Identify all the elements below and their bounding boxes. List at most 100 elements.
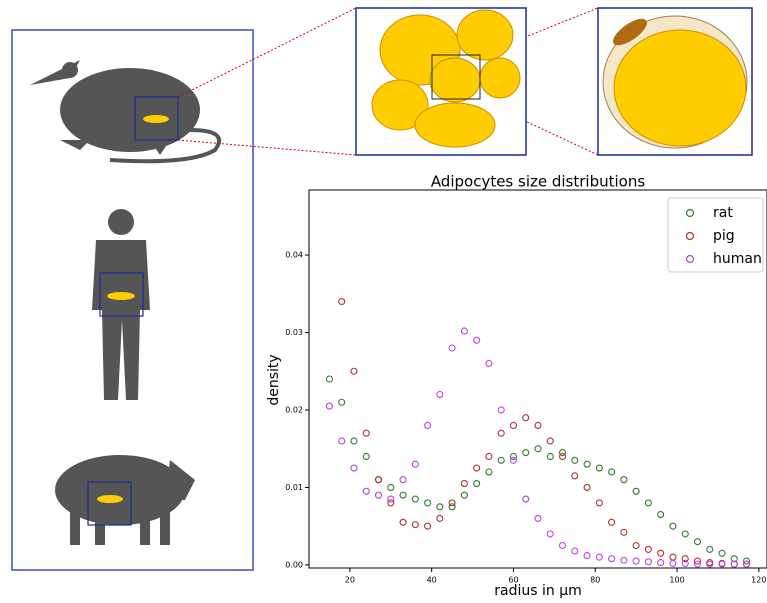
point <box>461 328 467 334</box>
lipid-droplet <box>614 30 746 146</box>
x-tick-label: 60 <box>508 576 518 585</box>
point <box>474 337 480 343</box>
point <box>461 492 467 498</box>
point <box>376 492 382 498</box>
x-tick-label: 80 <box>590 576 600 585</box>
x-tick-label: 100 <box>669 576 684 585</box>
point <box>645 559 651 565</box>
point <box>596 500 602 506</box>
point <box>376 477 382 483</box>
legend-label: human <box>713 251 762 267</box>
fat <box>143 115 169 123</box>
x-axis-label: radius in μm <box>494 583 582 599</box>
point <box>339 399 345 405</box>
point <box>498 430 504 436</box>
point <box>351 465 357 471</box>
point <box>510 457 516 463</box>
point <box>694 539 700 545</box>
point <box>388 484 394 490</box>
legend-label: rat <box>713 205 733 221</box>
point <box>400 492 406 498</box>
point <box>498 407 504 413</box>
point <box>645 500 651 506</box>
point <box>461 481 467 487</box>
point <box>351 368 357 374</box>
point <box>707 546 713 552</box>
point <box>474 465 480 471</box>
point <box>486 361 492 367</box>
point <box>523 415 529 421</box>
point <box>412 522 418 528</box>
fat <box>97 495 123 503</box>
figure: Adipocytes size distributions radius in … <box>0 0 767 603</box>
point <box>682 531 688 537</box>
rat-silhouette <box>30 60 219 161</box>
y-tick-label: 0.03 <box>285 328 303 337</box>
point <box>658 512 664 518</box>
point <box>596 554 602 560</box>
point <box>633 488 639 494</box>
fat <box>107 292 135 300</box>
point <box>584 484 590 490</box>
point <box>658 550 664 556</box>
point <box>645 546 651 552</box>
point <box>584 553 590 559</box>
point <box>400 477 406 483</box>
point <box>572 548 578 554</box>
y-tick-label: 0.04 <box>285 251 303 260</box>
point <box>326 376 332 382</box>
point <box>425 523 431 529</box>
point <box>339 299 345 305</box>
point <box>621 529 627 535</box>
point <box>437 515 443 521</box>
point <box>449 500 455 506</box>
point <box>498 457 504 463</box>
point <box>351 438 357 444</box>
point <box>572 457 578 463</box>
x-tick-label: 40 <box>427 576 437 585</box>
point <box>547 531 553 537</box>
point <box>535 422 541 428</box>
pig-silhouette <box>55 455 195 545</box>
point <box>510 422 516 428</box>
point <box>412 496 418 502</box>
point <box>547 453 553 459</box>
y-tick-label: 0.02 <box>285 405 303 414</box>
point <box>670 523 676 529</box>
point <box>560 453 566 459</box>
point <box>535 515 541 521</box>
x-tick-label: 20 <box>345 576 355 585</box>
human-silhouette <box>92 209 150 400</box>
point <box>400 519 406 525</box>
point <box>609 519 615 525</box>
legend-label: pig <box>713 228 735 244</box>
y-tick-label: 0.00 <box>285 560 303 569</box>
point <box>633 543 639 549</box>
zoom-line <box>178 8 356 97</box>
point <box>670 554 676 560</box>
point <box>596 465 602 471</box>
point <box>326 403 332 409</box>
point <box>363 430 369 436</box>
point <box>560 543 566 549</box>
point <box>425 500 431 506</box>
point <box>388 496 394 502</box>
point <box>535 446 541 452</box>
point <box>670 560 676 566</box>
point <box>412 461 418 467</box>
point <box>363 488 369 494</box>
point <box>474 481 480 487</box>
point <box>486 453 492 459</box>
point <box>658 560 664 566</box>
point <box>547 438 553 444</box>
point <box>609 556 615 562</box>
y-axis-label: density <box>266 354 282 405</box>
point <box>437 391 443 397</box>
point <box>437 504 443 510</box>
chart-title: Adipocytes size distributions <box>431 173 646 191</box>
point <box>449 345 455 351</box>
point <box>363 453 369 459</box>
point <box>719 550 725 556</box>
point <box>523 450 529 456</box>
point <box>609 469 615 475</box>
